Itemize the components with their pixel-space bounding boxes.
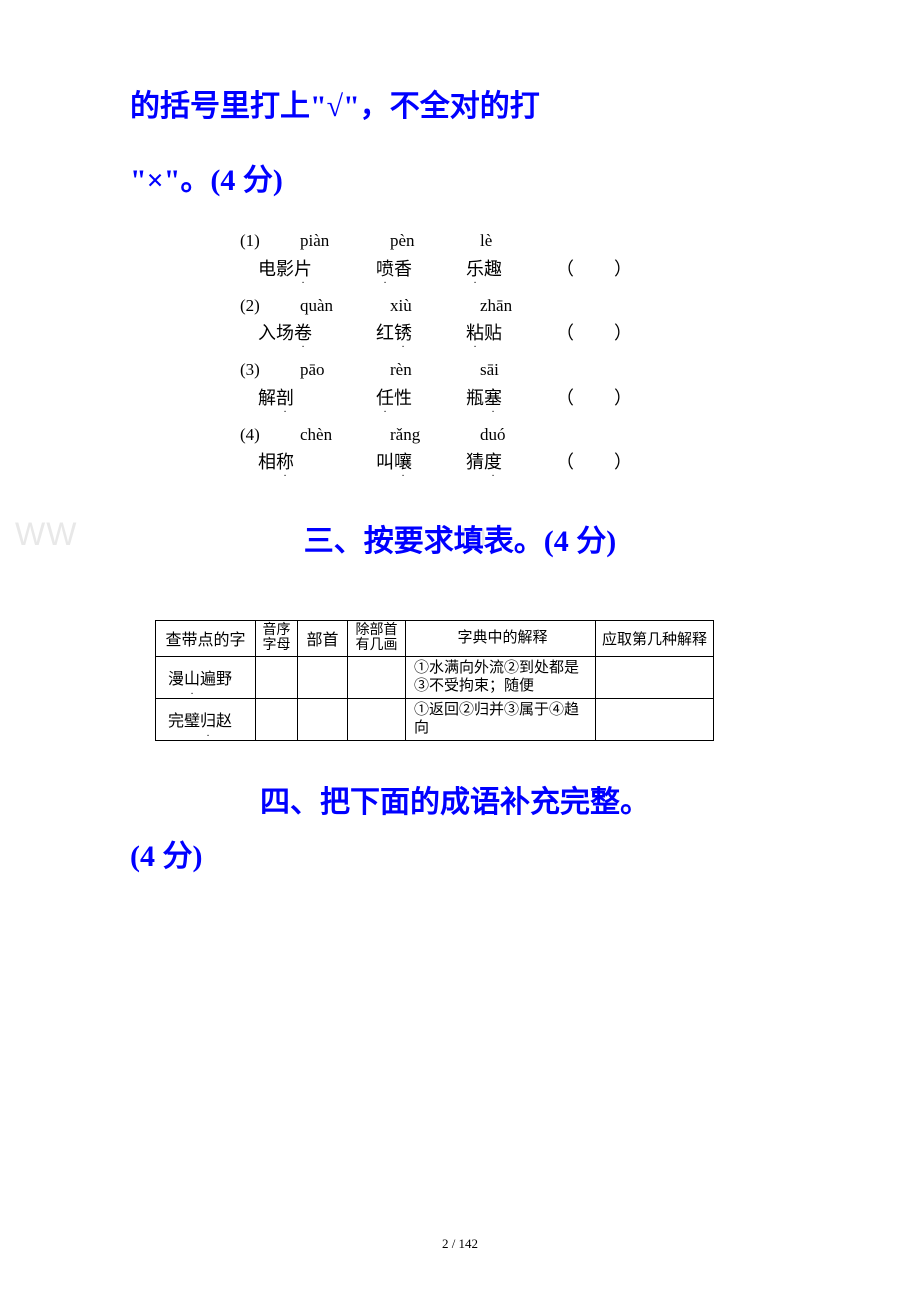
chinese-word: 粘贴 bbox=[466, 320, 556, 347]
cell-blank[interactable] bbox=[348, 698, 406, 740]
pinyin-row: (2)quànxiùzhān bbox=[240, 293, 790, 319]
pinyin-row: (3)pāorènsāi bbox=[240, 357, 790, 383]
chinese-word: 喷香 bbox=[376, 256, 466, 283]
group-index: (3) bbox=[240, 357, 300, 383]
chinese-word: 猜度 bbox=[466, 449, 556, 476]
chinese-word: 任性 bbox=[376, 385, 466, 412]
paren-open: （ bbox=[556, 256, 574, 283]
pinyin-label: xiù bbox=[390, 293, 480, 319]
pinyin-label: piàn bbox=[300, 228, 390, 254]
chinese-row: 解剖任性瓶塞（ ） bbox=[240, 385, 790, 412]
page-number: 2 / 142 bbox=[0, 1236, 920, 1252]
chinese-word: 解剖 bbox=[258, 385, 376, 412]
cell-word-2: 完璧归赵 bbox=[156, 698, 256, 740]
pinyin-row: (4)chènrǎngduó bbox=[240, 422, 790, 448]
heading-line1: 的括号里打上"√"，不全对的打 bbox=[130, 80, 790, 134]
chinese-row: 电影片喷香乐趣（ ） bbox=[240, 256, 790, 283]
cell-blank[interactable] bbox=[256, 656, 298, 698]
heading-line2: "×"。(4 分) bbox=[130, 154, 790, 208]
th-strokes: 除部首有几画 bbox=[348, 621, 406, 657]
watermark-left: WW bbox=[15, 516, 77, 553]
cell-blank[interactable] bbox=[348, 656, 406, 698]
group-index: (4) bbox=[240, 422, 300, 448]
answer-blank[interactable] bbox=[574, 256, 614, 283]
cell-explanation-1: ①水满向外流②到处都是③不受拘束；随便 bbox=[406, 656, 596, 698]
pinyin-label: lè bbox=[480, 228, 570, 254]
section3-title-text: 三、按要求填表。(4 分) bbox=[304, 525, 616, 558]
chinese-word: 红锈 bbox=[376, 320, 466, 347]
chinese-word: 乐趣 bbox=[466, 256, 556, 283]
table-row: 漫山遍野 ①水满向外流②到处都是③不受拘束；随便 bbox=[156, 656, 714, 698]
paren-close: ） bbox=[614, 385, 632, 412]
chinese-word: 瓶塞 bbox=[466, 385, 556, 412]
cell-blank[interactable] bbox=[256, 698, 298, 740]
cell-blank[interactable] bbox=[596, 656, 714, 698]
cell-blank[interactable] bbox=[596, 698, 714, 740]
pinyin-exercise-block: (1)piànpènlè电影片喷香乐趣（）(2)quànxiùzhān入场卷红锈… bbox=[240, 228, 790, 476]
pinyin-label: rǎng bbox=[390, 422, 480, 448]
pinyin-label: pèn bbox=[390, 228, 480, 254]
chinese-word: 电影片 bbox=[258, 256, 376, 283]
chinese-row: 入场卷红锈粘贴（ ） bbox=[240, 320, 790, 347]
answer-blank[interactable] bbox=[574, 320, 614, 347]
dictionary-table: 查带点的字 音序字母 部首 除部首有几画 字典中的解释 应取第几种解释 漫山遍野… bbox=[155, 620, 714, 741]
paren-close: ） bbox=[614, 320, 632, 347]
answer-blank[interactable] bbox=[574, 449, 614, 476]
group-index: (2) bbox=[240, 293, 300, 319]
paren-close: ） bbox=[614, 256, 632, 283]
paren-open: （ bbox=[556, 320, 574, 347]
pinyin-label: pāo bbox=[300, 357, 390, 383]
cell-word-1: 漫山遍野 bbox=[156, 656, 256, 698]
chinese-word: 叫嚷 bbox=[376, 449, 466, 476]
chinese-row: 相称叫嚷猜度（ ） bbox=[240, 449, 790, 476]
table-header-row: 查带点的字 音序字母 部首 除部首有几画 字典中的解释 应取第几种解释 bbox=[156, 621, 714, 657]
pinyin-label: duó bbox=[480, 422, 570, 448]
cell-blank[interactable] bbox=[298, 698, 348, 740]
paren-close: ） bbox=[614, 449, 632, 476]
pinyin-label: rèn bbox=[390, 357, 480, 383]
pinyin-label: quàn bbox=[300, 293, 390, 319]
dictionary-table-wrap: 查带点的字 音序字母 部首 除部首有几画 字典中的解释 应取第几种解释 漫山遍野… bbox=[155, 620, 790, 741]
group-index: (1) bbox=[240, 228, 300, 254]
th-word: 查带点的字 bbox=[156, 621, 256, 657]
cell-blank[interactable] bbox=[298, 656, 348, 698]
section4-line1: 四、把下面的成语补充完整。 bbox=[130, 776, 790, 830]
answer-blank[interactable] bbox=[574, 385, 614, 412]
paren-open: （ bbox=[556, 449, 574, 476]
pinyin-label: chèn bbox=[300, 422, 390, 448]
chinese-word: 入场卷 bbox=[258, 320, 376, 347]
cell-explanation-2: ①返回②归并③属于④趋向 bbox=[406, 698, 596, 740]
th-radical: 部首 bbox=[298, 621, 348, 657]
paren-open: （ bbox=[556, 385, 574, 412]
th-explanation: 字典中的解释 bbox=[406, 621, 596, 657]
th-answer: 应取第几种解释 bbox=[596, 621, 714, 657]
pinyin-label: sāi bbox=[480, 357, 570, 383]
table-row: 完璧归赵 ①返回②归并③属于④趋向 bbox=[156, 698, 714, 740]
section4-heading: 四、把下面的成语补充完整。 (4 分) bbox=[130, 776, 790, 884]
chinese-word: 相称 bbox=[258, 449, 376, 476]
pinyin-row: (1)piànpènlè bbox=[240, 228, 790, 254]
pinyin-label: zhān bbox=[480, 293, 570, 319]
th-pinyin-letter: 音序字母 bbox=[256, 621, 298, 657]
section4-line2: (4 分) bbox=[130, 830, 790, 884]
section3-heading: WW m 三、按要求填表。(4 分) bbox=[130, 516, 790, 560]
